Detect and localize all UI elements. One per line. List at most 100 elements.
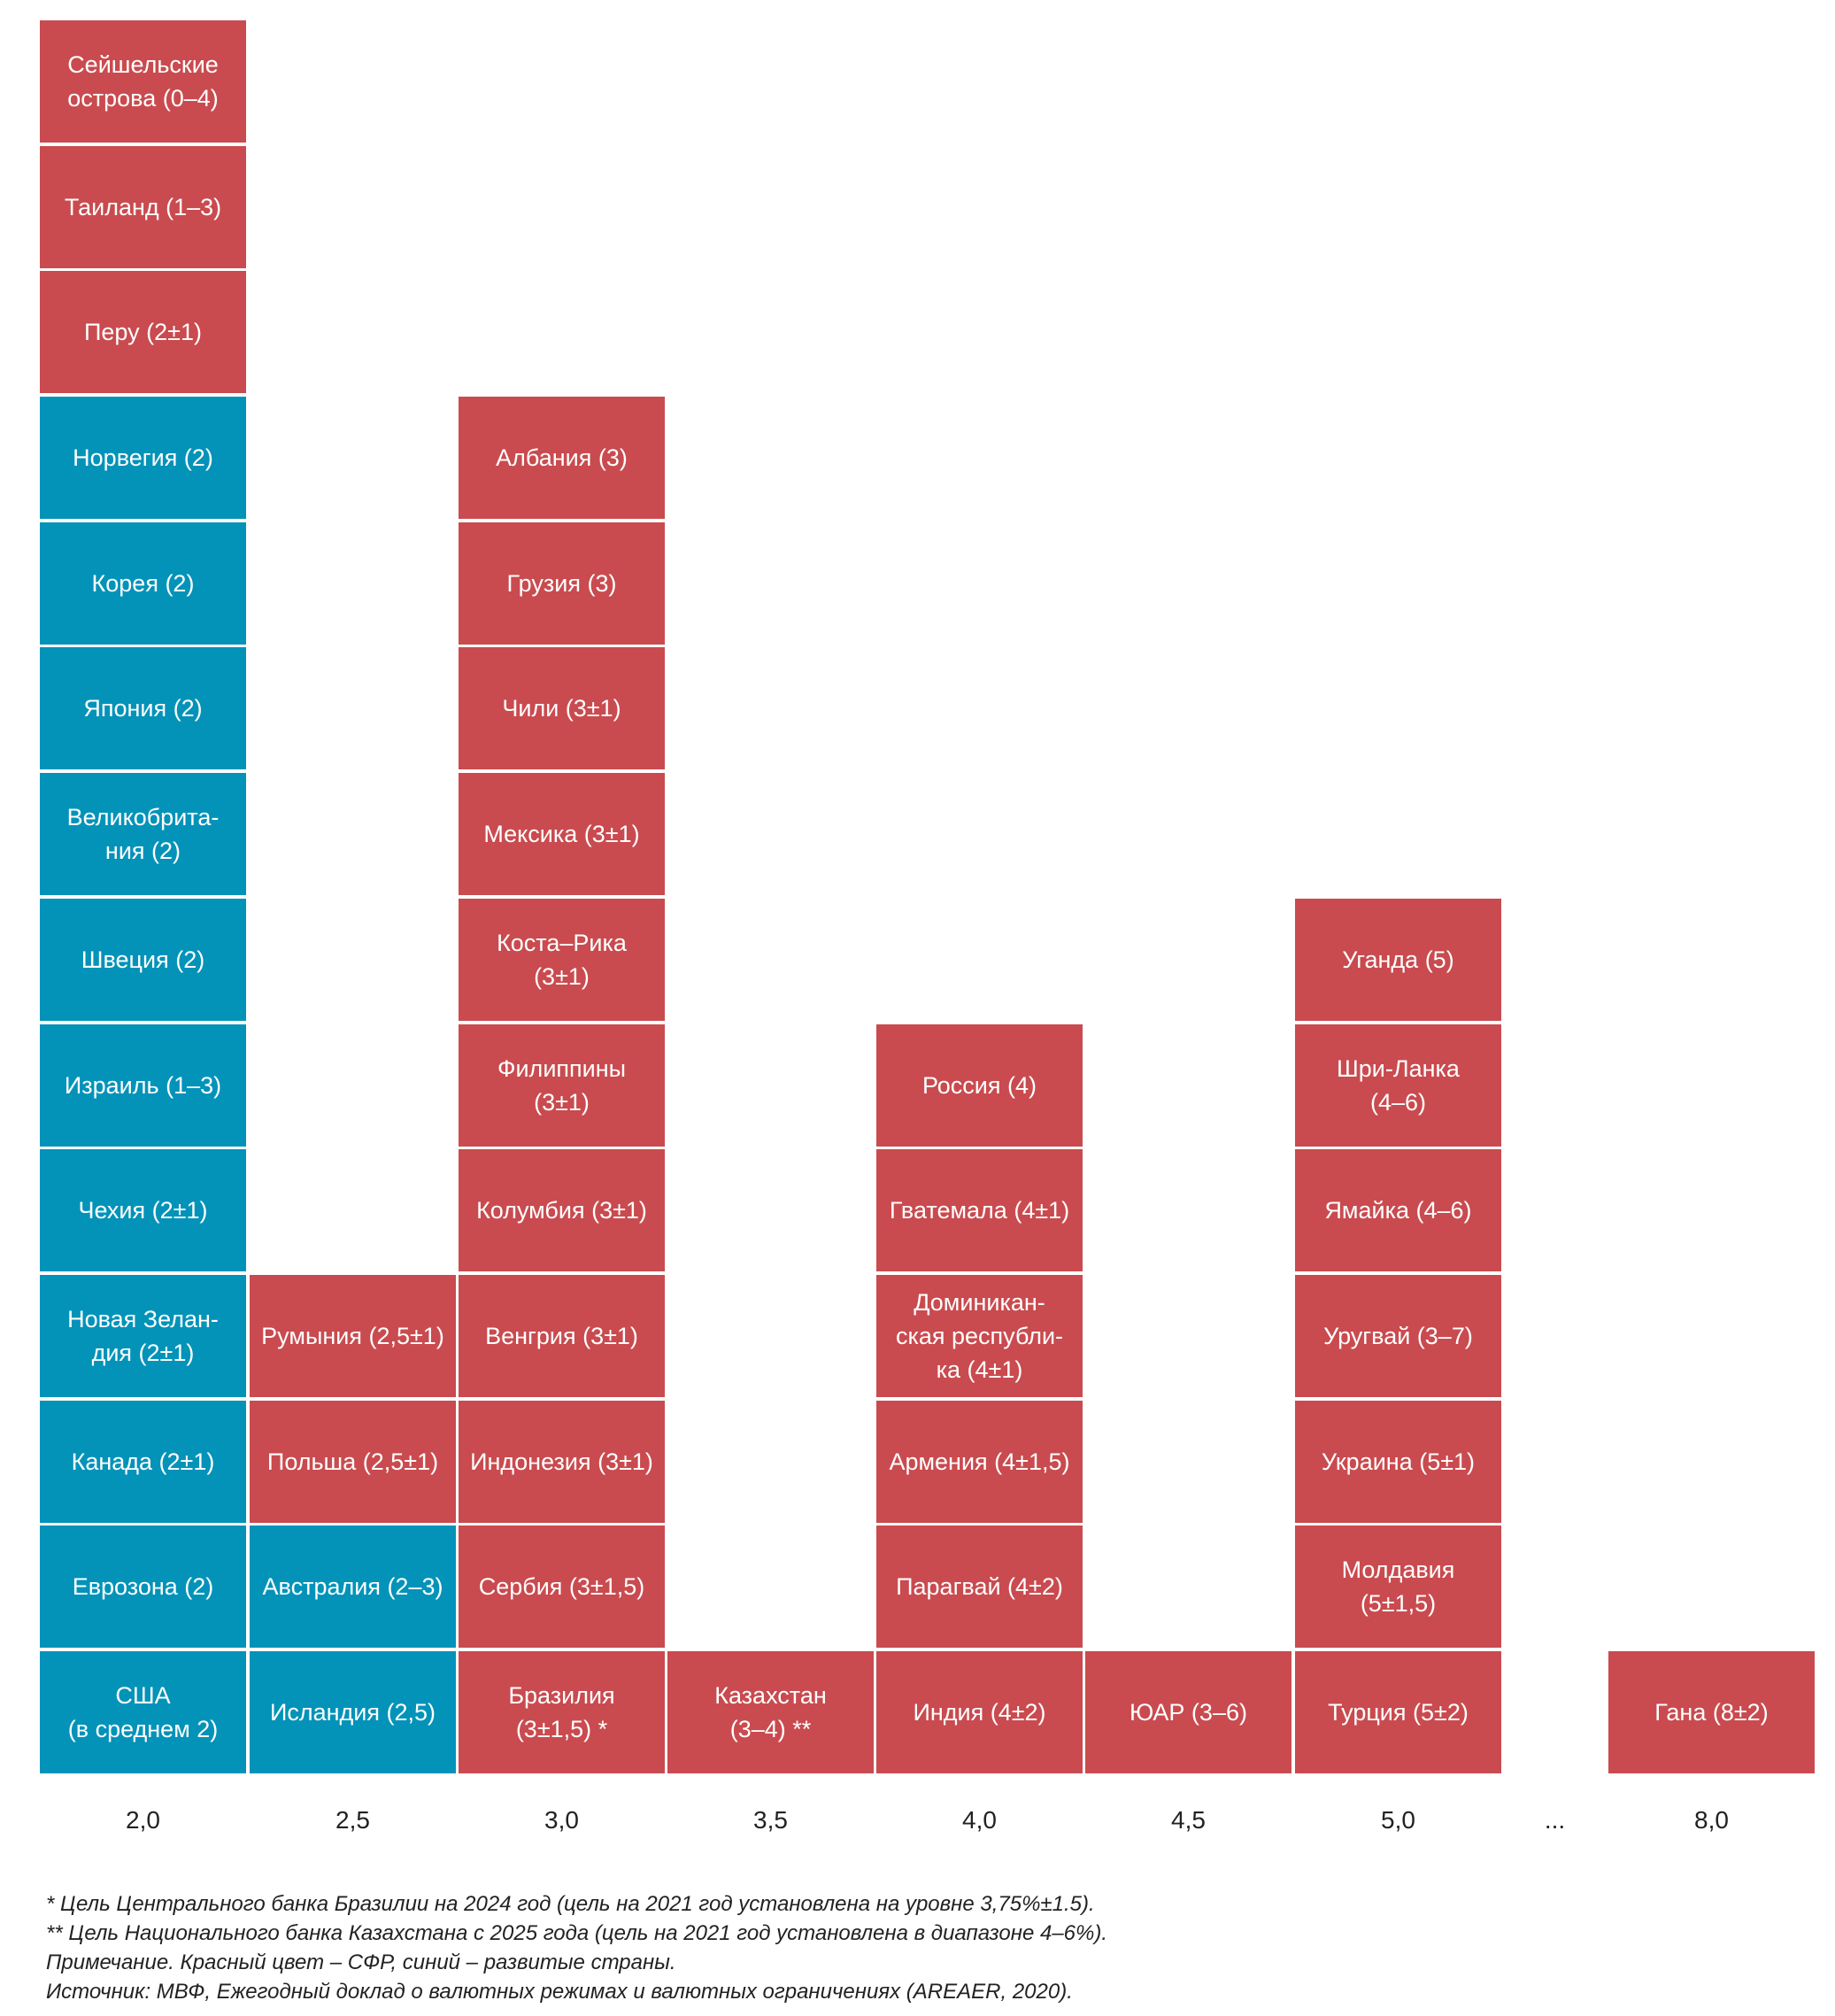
country-cell: Колумбия (3±1) (459, 1149, 665, 1271)
country-label: Австралия (2–3) (262, 1573, 443, 1600)
country-label: Грузия (3) (506, 570, 617, 597)
country-cell: Канада (2±1) (40, 1401, 246, 1523)
country-label: Бразилия (3±1,5) * (508, 1682, 615, 1742)
country-cell: Чили (3±1) (459, 647, 665, 769)
country-cell: Грузия (3) (459, 522, 665, 645)
country-cell: США (в среднем 2) (40, 1651, 246, 1773)
country-label: Таиланд (1–3) (64, 194, 222, 220)
country-cell: Корея (2) (40, 522, 246, 645)
country-label: Япония (2) (83, 695, 203, 722)
country-label: Швеция (2) (81, 946, 205, 973)
country-label: Украина (5±1) (1321, 1448, 1476, 1475)
country-label: Казахстан (3–4) ** (714, 1682, 827, 1742)
country-cell: Бразилия (3±1,5) * (459, 1651, 665, 1773)
axis-tick-label: 3,5 (753, 1806, 788, 1834)
country-cell: Норвегия (2) (40, 397, 246, 519)
country-label: Турция (5±2) (1328, 1699, 1469, 1726)
country-label: Шри-Ланка (4–6) (1337, 1055, 1460, 1116)
country-label: Израиль (1–3) (64, 1072, 222, 1099)
country-cell: Великобрита- ния (2) (40, 773, 246, 895)
country-label: Ямайка (4–6) (1324, 1197, 1472, 1224)
country-label: Норвегия (2) (73, 444, 213, 471)
axis-tick-label: 2,0 (126, 1806, 160, 1834)
footnotes: * Цель Центрального банка Бразилии на 20… (46, 1889, 1107, 2006)
axis-tick-label: 8,0 (1694, 1806, 1729, 1834)
country-cell: Турция (5±2) (1295, 1651, 1501, 1773)
footnote-color-legend: Примечание. Красный цвет – СФР, синий – … (46, 1950, 676, 1974)
country-label: Перу (2±1) (84, 319, 202, 345)
footnote-kazakhstan: ** Цель Национального банка Казахстана с… (46, 1921, 1108, 1945)
country-label: США (в среднем 2) (67, 1682, 219, 1742)
country-label: Польша (2,5±1) (266, 1448, 439, 1475)
country-cell: Парагвай (4±2) (876, 1526, 1083, 1648)
country-cell: Чехия (2±1) (40, 1149, 246, 1271)
country-cell: Япония (2) (40, 647, 246, 769)
country-cell: Уругвай (3–7) (1295, 1275, 1501, 1397)
country-label: Филиппины (3±1) (497, 1055, 627, 1116)
country-cell: Австралия (2–3) (250, 1526, 456, 1648)
country-label: ЮАР (3–6) (1130, 1699, 1247, 1726)
country-label: Коста–Рика (3±1) (497, 930, 627, 990)
country-label: Доминикан- ская республи- ка (4±1) (895, 1289, 1064, 1383)
country-cell: Индия (4±2) (876, 1651, 1083, 1773)
country-cell: Исландия (2,5) (250, 1651, 456, 1773)
footnote-source: Источник: МВФ, Ежегодный доклад о валютн… (46, 1980, 1073, 2004)
axis-tick-label: 3,0 (544, 1806, 579, 1834)
country-label: Исландия (2,5) (269, 1699, 436, 1726)
country-cell: Украина (5±1) (1295, 1401, 1501, 1523)
country-label: Мексика (3±1) (483, 821, 640, 847)
axis-tick-label: 2,5 (335, 1806, 370, 1834)
country-label: Сейшельские острова (0–4) (67, 51, 219, 112)
country-cell: Перу (2±1) (40, 271, 246, 393)
country-label: Чехия (2±1) (78, 1197, 208, 1224)
country-label: Индия (4±2) (913, 1699, 1046, 1726)
country-label: Румыния (2,5±1) (261, 1323, 444, 1349)
country-cell: Новая Зелан- дия (2±1) (40, 1275, 246, 1397)
country-label: Чили (3±1) (502, 695, 621, 722)
country-cell: Филиппины (3±1) (459, 1024, 665, 1147)
axis-tick-label: 4,5 (1171, 1806, 1206, 1834)
country-cell: Молдавия (5±1,5) (1295, 1526, 1501, 1648)
axis-tick-label: 4,0 (962, 1806, 997, 1834)
country-label: Гана (8±2) (1654, 1699, 1769, 1726)
country-label: Молдавия (5±1,5) (1341, 1556, 1455, 1617)
country-cell: Казахстан (3–4) ** (667, 1651, 874, 1773)
country-cell: Гватемала (4±1) (876, 1149, 1083, 1271)
country-cell: Доминикан- ская республи- ка (4±1) (876, 1275, 1083, 1397)
country-label: Великобрита- ния (2) (66, 804, 220, 864)
country-label: Армения (4±1,5) (889, 1448, 1070, 1475)
country-label: Гватемала (4±1) (889, 1197, 1070, 1224)
country-cell: Россия (4) (876, 1024, 1083, 1147)
footnote-brazil: * Цель Центрального банка Бразилии на 20… (46, 1892, 1095, 1916)
country-label: Россия (4) (921, 1072, 1037, 1099)
country-cell: Шри-Ланка (4–6) (1295, 1024, 1501, 1147)
inflation-target-chart: США (в среднем 2) Еврозона (2) Канада (2±1… (40, 20, 1815, 1834)
country-cell: Сербия (3±1,5) (459, 1526, 665, 1648)
country-cell: Индонезия (3±1) (459, 1401, 665, 1523)
country-cell: Уганда (5) (1295, 899, 1501, 1021)
country-label: Уганда (5) (1342, 946, 1454, 973)
country-cell: Швеция (2) (40, 899, 246, 1021)
country-cell: Румыния (2,5±1) (250, 1275, 456, 1397)
country-label: Канада (2±1) (71, 1448, 215, 1475)
country-cell: Ямайка (4–6) (1295, 1149, 1501, 1271)
country-label: Колумбия (3±1) (476, 1197, 647, 1224)
country-cell: Сейшельские острова (0–4) (40, 20, 246, 143)
country-cell: Польша (2,5±1) (250, 1401, 456, 1523)
country-label: Сербия (3±1,5) (478, 1573, 645, 1600)
axis-ellipsis: ... (1544, 1806, 1566, 1834)
country-label: Уругвай (3–7) (1323, 1323, 1473, 1349)
country-label: Корея (2) (91, 570, 195, 597)
country-cell: Армения (4±1,5) (876, 1401, 1083, 1523)
country-cell: Мексика (3±1) (459, 773, 665, 895)
country-cell: Албания (3) (459, 397, 665, 519)
country-cell: Израиль (1–3) (40, 1024, 246, 1147)
country-cell: Венгрия (3±1) (459, 1275, 665, 1397)
country-label: Венгрия (3±1) (485, 1323, 638, 1349)
country-cell: Коста–Рика (3±1) (459, 899, 665, 1021)
country-label: Парагвай (4±2) (896, 1573, 1063, 1600)
country-label: Новая Зелан- дия (2±1) (67, 1306, 219, 1366)
country-cell: Еврозона (2) (40, 1526, 246, 1648)
country-cell: Таиланд (1–3) (40, 146, 246, 268)
country-label: Еврозона (2) (72, 1573, 214, 1600)
